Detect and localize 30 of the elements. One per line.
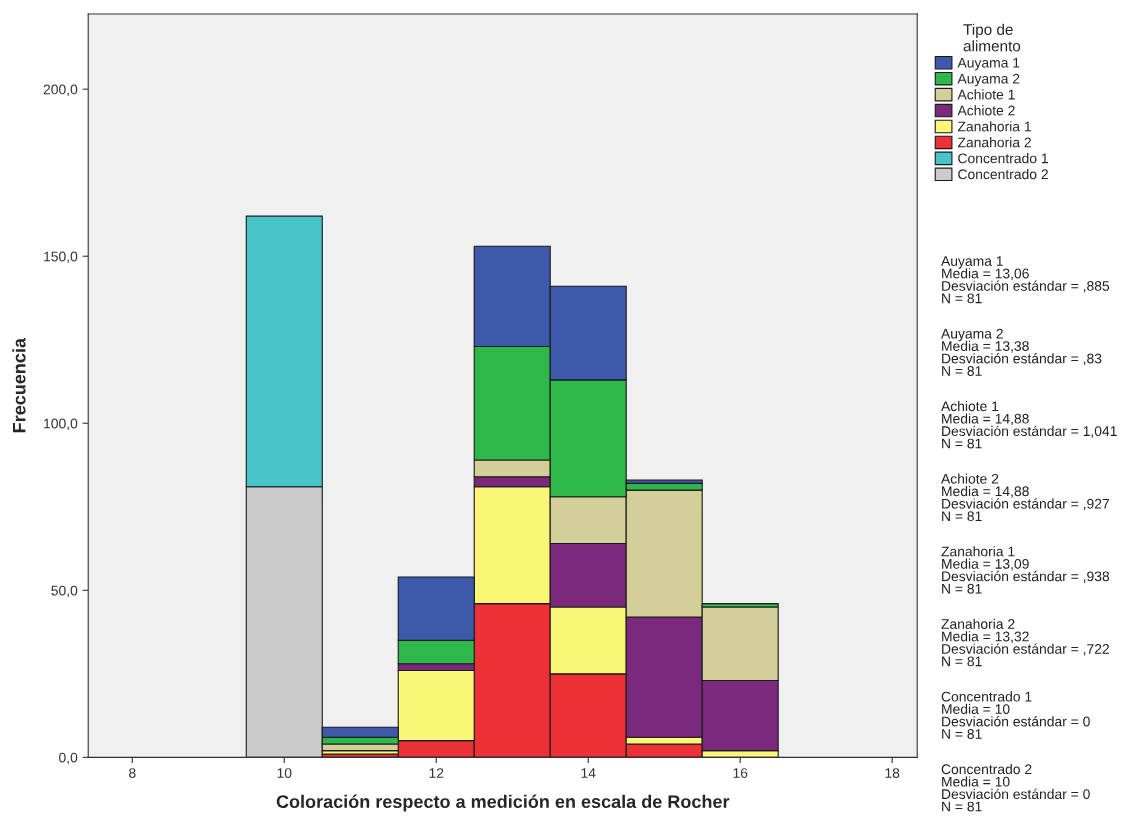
legend-label: Zanahoria 2 [957, 137, 1031, 148]
x-tick-label: 14 [581, 768, 596, 778]
x-tick-label: 8 [129, 768, 136, 778]
text: Zanahoria 1 Media = 13,09 Desviación estándar = ,938 N = 81 [941, 546, 1110, 594]
x-axis-title: Coloración respecto a medición en escala de Rocher [276, 794, 730, 812]
text: Auyama 1 Media = 13,06 Desviación estándar = ,885 N = 81 [941, 256, 1110, 304]
x-tick-label: 10 [277, 768, 292, 778]
legend-label: Concentrado 1 [958, 153, 1048, 164]
legend-title: Tipo de alimento [963, 23, 1021, 52]
x-tick-label: 18 [885, 768, 900, 778]
legend-label: Concentrado 2 [958, 169, 1048, 180]
y-tick-label: 150,0 [44, 251, 78, 264]
x-tick-label: 16 [733, 768, 748, 778]
text: Concentrado 2 Media = 10 Desviación estándar = 0 N = 81 [941, 763, 1090, 812]
text: Auyama 2 Media = 13,38 Desviación estándar = ,83 N = 81 [941, 328, 1102, 376]
text: Achiote 2 Media = 14,88 Desviación estándar = ,927 N = 81 [941, 473, 1109, 522]
legend-label: Achiote 2 [957, 105, 1015, 116]
text: Zanahoria 2 Media = 13,32 Desviación estándar = ,722 N = 81 [941, 618, 1109, 667]
y-tick-label: 200,0 [43, 84, 78, 96]
text: Achiote 1 Media = 14,88 Desviación estándar = 1,041 N = 81 [941, 400, 1117, 449]
legend-label: Auyama 1 [957, 57, 1020, 71]
y-tick-label: 0,0 [59, 752, 78, 765]
y-tick-label: 100,0 [44, 418, 78, 431]
y-tick-label: 50,0 [51, 585, 78, 598]
y-axis-title: Frecuencia [12, 337, 26, 433]
legend-label: Achiote 1 [957, 89, 1015, 100]
legend-label: Auyama 2 [957, 73, 1020, 87]
text: Concentrado 1 Media = 10 Desviación estándar = 0 N = 81 [941, 691, 1090, 739]
legend-label: Zanahoria 1 [957, 121, 1031, 132]
x-tick-label: 12 [429, 768, 444, 778]
